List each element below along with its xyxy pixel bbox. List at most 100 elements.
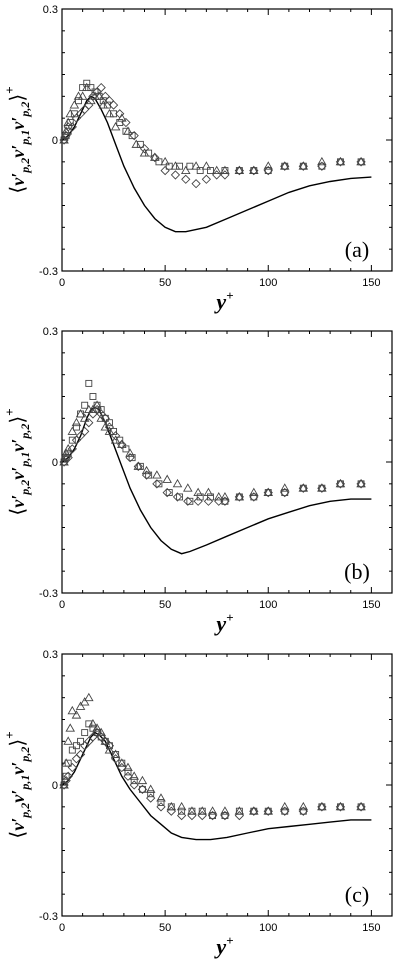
y-axis-title-part: p,1 — [18, 452, 32, 468]
data-point-square — [221, 497, 229, 505]
data-point-diamond — [67, 122, 77, 132]
data-point-square — [77, 737, 85, 745]
data-point-diamond — [220, 810, 230, 821]
data-point-diamond — [108, 100, 119, 110]
data-point-square — [155, 480, 163, 488]
y-axis-title: ⟨v′p,2v′p,1v′p,2⟩+ — [2, 86, 32, 193]
data-point-diamond — [104, 422, 115, 432]
y-axis-title-part: ⟨ — [7, 508, 29, 516]
data-point-triangle — [220, 165, 230, 175]
data-point-diamond — [63, 452, 73, 463]
data-point-square — [72, 423, 80, 431]
series-square — [60, 379, 365, 505]
x-axis-title: y+ — [213, 610, 233, 636]
data-point-triangle — [150, 152, 160, 161]
data-point-triangle — [75, 409, 86, 418]
data-point-triangle — [123, 762, 133, 771]
data-point-diamond — [220, 170, 230, 180]
data-point-diamond — [335, 479, 346, 489]
data-point-square — [145, 471, 153, 479]
data-point-triangle — [203, 487, 214, 497]
data-point-diamond — [203, 496, 214, 506]
series-triangle — [59, 82, 366, 175]
y-axis-title-part: p,1 — [18, 775, 32, 791]
x-axis-title-sup: + — [226, 933, 233, 948]
data-point-diamond — [201, 174, 212, 184]
data-point-diamond — [84, 418, 94, 428]
data-point-diamond — [80, 426, 90, 437]
data-point-square — [105, 419, 113, 427]
data-point-diamond — [317, 802, 327, 812]
data-point-diamond — [117, 439, 127, 450]
panel-label: (a) — [345, 237, 369, 262]
data-point-diamond — [197, 810, 207, 821]
data-point-triangle — [67, 426, 78, 435]
data-point-diamond — [249, 492, 259, 502]
y-axis-title-part: v′ — [8, 790, 28, 803]
x-tick-label: 150 — [362, 599, 380, 611]
data-point-diamond — [170, 170, 181, 180]
y-tick-label: 0 — [52, 135, 58, 147]
data-point-square — [81, 729, 89, 737]
data-point-triangle — [71, 417, 82, 427]
x-tick-label: 50 — [159, 922, 171, 934]
data-point-triangle — [137, 775, 148, 785]
data-point-square — [105, 742, 113, 750]
data-point-triangle — [100, 736, 111, 745]
data-point-triangle — [96, 727, 106, 737]
data-point-diamond — [63, 771, 73, 781]
y-tick-label: -0.3 — [39, 588, 58, 600]
y-axis-title-part: ⟩ — [7, 739, 29, 747]
data-point-triangle — [110, 749, 121, 758]
data-point-square — [196, 167, 204, 175]
data-point-diamond — [249, 806, 259, 816]
data-point-square — [281, 807, 289, 815]
data-point-diamond — [191, 179, 201, 189]
y-axis-title-part: + — [2, 408, 17, 415]
data-point-triangle — [298, 161, 309, 170]
data-point-square — [124, 768, 132, 776]
data-point-diamond — [110, 754, 121, 764]
data-point-triangle — [69, 100, 80, 109]
data-point-square — [157, 799, 165, 806]
data-point-triangle — [193, 487, 203, 497]
y-axis-title-part: ⟨ — [7, 831, 29, 839]
data-point-triangle — [61, 758, 71, 767]
data-point-triangle — [141, 465, 152, 475]
data-point-diamond — [150, 152, 160, 163]
plot-frame — [61, 653, 393, 917]
data-point-diamond — [160, 165, 170, 176]
data-point-triangle — [211, 165, 222, 175]
data-point-triangle — [317, 156, 327, 166]
data-point-diamond — [356, 157, 366, 167]
data-point-square — [138, 785, 146, 793]
data-point-triangle — [63, 736, 73, 745]
data-point-triangle — [279, 161, 290, 170]
x-tick-label: 50 — [159, 277, 171, 289]
data-point-diamond — [263, 487, 273, 498]
data-point-diamond — [335, 157, 346, 167]
data-point-triangle — [220, 806, 230, 815]
data-point-triangle — [65, 723, 76, 732]
data-point-square — [128, 132, 136, 140]
data-point-square — [221, 812, 229, 820]
data-point-triangle — [298, 801, 309, 811]
data-point-diamond — [356, 802, 366, 812]
x-tick-label: 150 — [362, 277, 380, 289]
data-point-diamond — [166, 806, 176, 816]
data-point-triangle — [234, 806, 245, 815]
data-point-triangle — [75, 701, 86, 710]
data-point-triangle — [84, 692, 94, 702]
data-point-diamond — [263, 806, 273, 816]
data-point-square — [165, 489, 173, 497]
data-point-square — [178, 807, 186, 815]
data-point-triangle — [183, 483, 193, 492]
data-point-triangle — [67, 705, 78, 715]
data-point-square — [68, 436, 76, 444]
y-axis-title-part: p,2 — [18, 803, 32, 819]
y-axis-title-part: + — [2, 86, 17, 93]
data-point-diamond — [220, 496, 230, 506]
data-point-diamond — [162, 487, 172, 498]
data-point-square — [299, 807, 307, 815]
data-point-diamond — [63, 122, 73, 132]
